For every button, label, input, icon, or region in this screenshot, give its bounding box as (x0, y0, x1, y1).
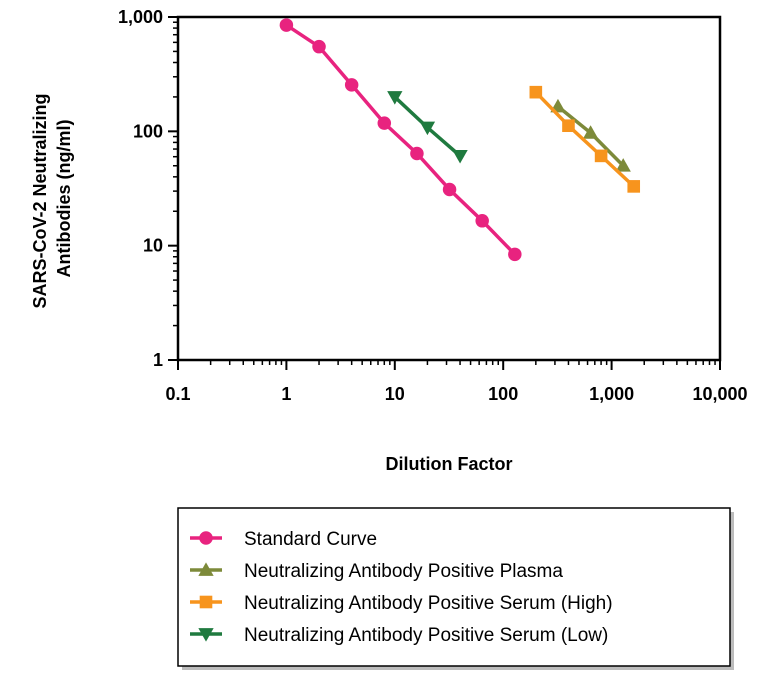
data-point (377, 116, 392, 130)
data-point (582, 125, 599, 139)
legend-marker (199, 595, 213, 609)
legend-label: Standard Curve (244, 529, 377, 550)
y-axis-label-line-1: SARS-CoV-2 Neutralizing (30, 93, 50, 308)
plot-border (176, 15, 722, 362)
x-tick-label: 10,000 (692, 384, 747, 404)
data-point (508, 247, 522, 262)
data-point (387, 91, 403, 105)
data-point (475, 214, 489, 228)
legend-marker (198, 628, 214, 642)
y-tick-label: 1 (153, 350, 163, 370)
legend-label: Neutralizing Antibody Positive Plasma (244, 561, 563, 582)
data-point (529, 85, 543, 99)
data-point (419, 121, 436, 136)
legend-item: Standard Curve (190, 529, 377, 550)
data-point (279, 18, 294, 32)
data-point (410, 146, 424, 161)
minor-ticks (173, 21, 716, 365)
data-point (442, 182, 457, 197)
y-tick-label: 1,000 (118, 7, 163, 27)
data-point (312, 39, 326, 54)
legend-marker (199, 531, 213, 545)
x-tick-labels: 0.1 1 10 100 1,000 10,000 (165, 384, 747, 404)
legend-item: Neutralizing Antibody Positive Plasma (190, 561, 563, 582)
series-layer (279, 18, 641, 262)
data-point (615, 158, 631, 172)
y-axis-label: SARS-CoV-2 Neutralizing Antibodies (ng/m… (30, 88, 74, 308)
series-1 (550, 98, 631, 172)
major-ticks (168, 16, 721, 370)
series-line (285, 23, 517, 256)
data-point (562, 119, 575, 133)
legend-box (177, 507, 731, 667)
y-axis-label-line-2: Antibodies (ng/ml) (54, 120, 74, 278)
x-axis-label: Dilution Factor (386, 454, 513, 474)
x-tick-label: 100 (488, 384, 518, 404)
series-2 (529, 85, 641, 193)
legend-item: Neutralizing Antibody Positive Serum (Hi… (190, 593, 613, 614)
data-point (344, 78, 359, 92)
data-point (594, 149, 608, 163)
y-tick-labels: 1 10 100 1,000 (118, 7, 163, 370)
series-0 (279, 18, 522, 262)
y-tick-label: 10 (143, 236, 163, 256)
data-point (627, 180, 641, 193)
x-tick-label: 1 (281, 384, 291, 404)
legend: Standard Curve Neutralizing Antibody Posi… (177, 507, 734, 670)
legend-label: Neutralizing Antibody Positive Serum (Lo… (244, 625, 608, 646)
x-tick-label: 10 (385, 384, 405, 404)
x-tick-label: 1,000 (589, 384, 634, 404)
series-3 (387, 91, 468, 164)
legend-item: Neutralizing Antibody Positive Serum (Lo… (190, 625, 608, 646)
legend-label: Neutralizing Antibody Positive Serum (Hi… (244, 593, 613, 614)
y-tick-label: 100 (133, 121, 163, 141)
legend-marker (198, 562, 214, 576)
data-point (452, 150, 468, 164)
series-line (534, 90, 635, 188)
plot-area (176, 15, 722, 362)
x-tick-label: 0.1 (165, 384, 190, 404)
